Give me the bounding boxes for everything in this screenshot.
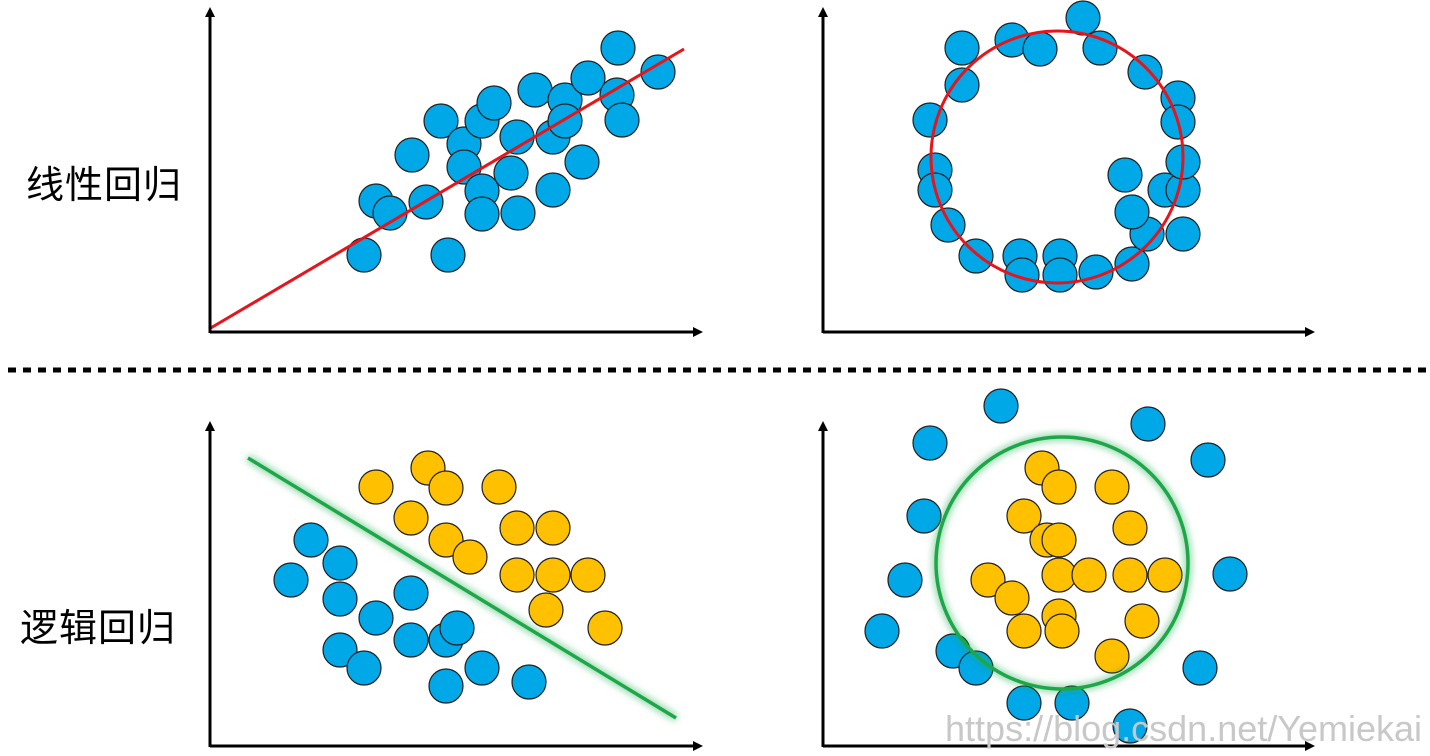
- yellow-data-point: [499, 510, 535, 546]
- blue-data-point: [1112, 708, 1148, 744]
- blue-data-point: [322, 632, 358, 668]
- panel-linear-line: [205, 7, 703, 337]
- blue-data-point: [322, 545, 358, 581]
- yellow-data-point: [1041, 522, 1077, 558]
- yellow-data-point: [1112, 510, 1148, 546]
- watermark: https://blog.csdn.net/Yemiekai: [945, 708, 1422, 749]
- blue-data-point: [535, 172, 571, 208]
- yellow-data-point: [1112, 557, 1148, 593]
- blue-data-point: [864, 613, 900, 649]
- yellow-data-point: [393, 500, 429, 536]
- blue-data-point: [1004, 257, 1040, 293]
- yellow-data-point: [499, 557, 535, 593]
- blue-data-point: [640, 54, 676, 90]
- blue-data-point: [322, 581, 358, 617]
- blue-data-point: [1130, 406, 1166, 442]
- blue-data-point: [912, 425, 948, 461]
- blue-data-point: [1065, 0, 1101, 36]
- blue-data-point: [439, 610, 475, 646]
- blue-data-point: [273, 562, 309, 598]
- logistic-circle-points: [864, 388, 1248, 744]
- blue-data-point: [944, 67, 980, 103]
- yellow-data-point: [528, 592, 564, 628]
- yellow-data-point: [1094, 469, 1130, 505]
- green-decision-circle: [934, 435, 1190, 691]
- blue-data-point: [1190, 442, 1226, 478]
- panel-linear-circle: [818, 0, 1315, 337]
- blue-data-point: [906, 498, 942, 534]
- blue-data-point: [493, 155, 529, 191]
- blue-data-point: [1127, 54, 1163, 90]
- blue-data-point: [476, 85, 512, 121]
- blue-data-point: [1114, 246, 1150, 282]
- yellow-data-point: [358, 469, 394, 505]
- blue-data-point: [517, 72, 553, 108]
- blue-data-point: [600, 30, 636, 66]
- panel-logistic-circle: [818, 388, 1315, 751]
- yellow-data-point: [1044, 613, 1080, 649]
- blue-data-point: [564, 144, 600, 180]
- red-fit-line: [208, 47, 685, 331]
- blue-data-point: [430, 237, 466, 273]
- blue-data-point: [1054, 685, 1090, 721]
- blue-data-point: [423, 103, 459, 139]
- yellow-data-point: [587, 610, 623, 646]
- yellow-data-point: [428, 522, 464, 558]
- blue-data-point: [1082, 30, 1118, 66]
- yellow-data-point: [1124, 603, 1160, 639]
- yellow-data-point: [1147, 557, 1183, 593]
- yellow-data-point: [452, 539, 488, 575]
- logistic-line-points: [273, 450, 623, 704]
- blue-data-point: [547, 103, 583, 139]
- blue-data-point: [372, 195, 408, 231]
- blue-data-point: [358, 600, 394, 636]
- blue-data-point: [293, 522, 329, 558]
- blue-data-point: [500, 195, 536, 231]
- blue-data-point: [983, 388, 1019, 424]
- linear-line-points: [346, 30, 676, 273]
- green-decision-boundary: [247, 456, 677, 720]
- blue-data-point: [394, 137, 430, 173]
- blue-data-point: [887, 562, 923, 598]
- blue-data-point: [464, 196, 500, 232]
- blue-data-point: [1165, 216, 1201, 252]
- yellow-data-point: [1006, 498, 1042, 534]
- blue-data-point: [570, 60, 606, 96]
- blue-data-point: [464, 650, 500, 686]
- blue-data-point: [1182, 650, 1218, 686]
- yellow-data-point: [970, 562, 1006, 598]
- blue-data-point: [1114, 194, 1150, 230]
- label-linear-regression: 线性回归: [26, 163, 183, 207]
- blue-data-point: [1107, 157, 1143, 193]
- yellow-data-point: [1041, 469, 1077, 505]
- blue-data-point: [1042, 257, 1078, 293]
- yellow-data-point: [1006, 613, 1042, 649]
- yellow-data-point: [1094, 638, 1130, 674]
- blue-data-point: [1022, 31, 1058, 67]
- linear-circle-points: [912, 0, 1201, 293]
- yellow-data-point: [570, 557, 606, 593]
- blue-data-point: [393, 622, 429, 658]
- blue-data-point: [511, 664, 547, 700]
- blue-data-point: [393, 575, 429, 611]
- yellow-data-point: [481, 469, 517, 505]
- blue-data-point: [428, 668, 464, 704]
- yellow-data-point: [1041, 557, 1077, 593]
- blue-data-point: [1006, 685, 1042, 721]
- panel-logistic-line: [205, 421, 703, 751]
- yellow-data-point: [1071, 557, 1107, 593]
- yellow-data-point: [428, 470, 464, 506]
- yellow-data-point: [535, 510, 571, 546]
- yellow-data-point: [535, 557, 571, 593]
- blue-data-point: [1212, 556, 1248, 592]
- yellow-data-point: [994, 580, 1030, 616]
- blue-data-point: [346, 650, 382, 686]
- blue-data-point: [944, 30, 980, 66]
- red-fit-circle: [929, 29, 1185, 285]
- blue-data-point: [604, 102, 640, 138]
- label-logistic-regression: 逻辑回归: [20, 606, 177, 650]
